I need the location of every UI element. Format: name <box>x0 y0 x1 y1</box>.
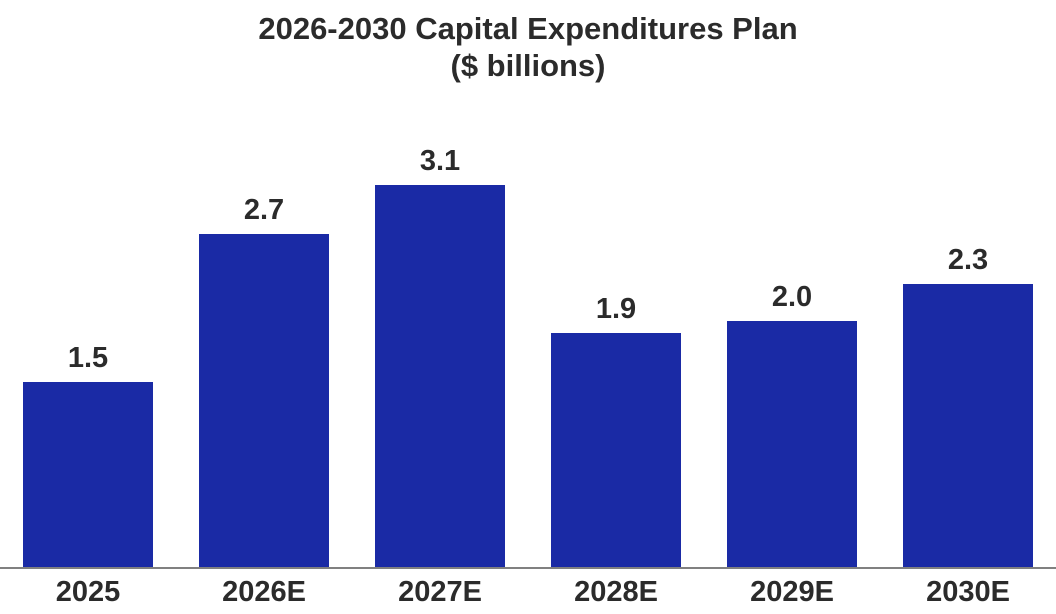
x-axis-label: 2027E <box>398 576 482 608</box>
bar-group: 1.5 <box>0 342 176 567</box>
bar <box>727 321 857 567</box>
chart-title: 2026-2030 Capital Expenditures Plan <box>258 11 798 46</box>
plot-area: 1.5 2.7 3.1 1.9 2.0 2.3 <box>0 145 1056 569</box>
bar <box>23 382 153 567</box>
bar-value-label: 1.5 <box>67 342 109 375</box>
bar-group: 2.7 <box>176 194 352 567</box>
bar-value-label: 1.9 <box>595 293 637 326</box>
x-axis-label: 2028E <box>574 576 658 608</box>
chart-subtitle: ($ billions) <box>450 48 606 83</box>
x-axis-label: 2026E <box>222 576 306 608</box>
bar <box>903 284 1033 567</box>
bar-value-label: 2.3 <box>947 244 989 277</box>
bar-value-label: 3.1 <box>419 145 461 178</box>
bar-group: 3.1 <box>352 145 528 567</box>
x-axis-label: 2029E <box>750 576 834 608</box>
bar-value-label: 2.7 <box>243 194 285 227</box>
bar-group: 2.0 <box>704 281 880 567</box>
x-axis-labels: 2025 2026E 2027E 2028E 2029E 2030E <box>0 576 1056 609</box>
bar <box>199 234 329 567</box>
x-axis-label: 2030E <box>926 576 1010 608</box>
chart-title-block: 2026-2030 Capital Expenditures Plan ($ b… <box>0 10 1056 84</box>
bar <box>551 333 681 567</box>
bar-group: 1.9 <box>528 293 704 567</box>
bar-value-label: 2.0 <box>771 281 813 314</box>
bar <box>375 185 505 567</box>
bar-group: 2.3 <box>880 244 1056 567</box>
bars-container: 1.5 2.7 3.1 1.9 2.0 2.3 <box>0 145 1056 567</box>
x-axis-label: 2025 <box>55 576 121 608</box>
